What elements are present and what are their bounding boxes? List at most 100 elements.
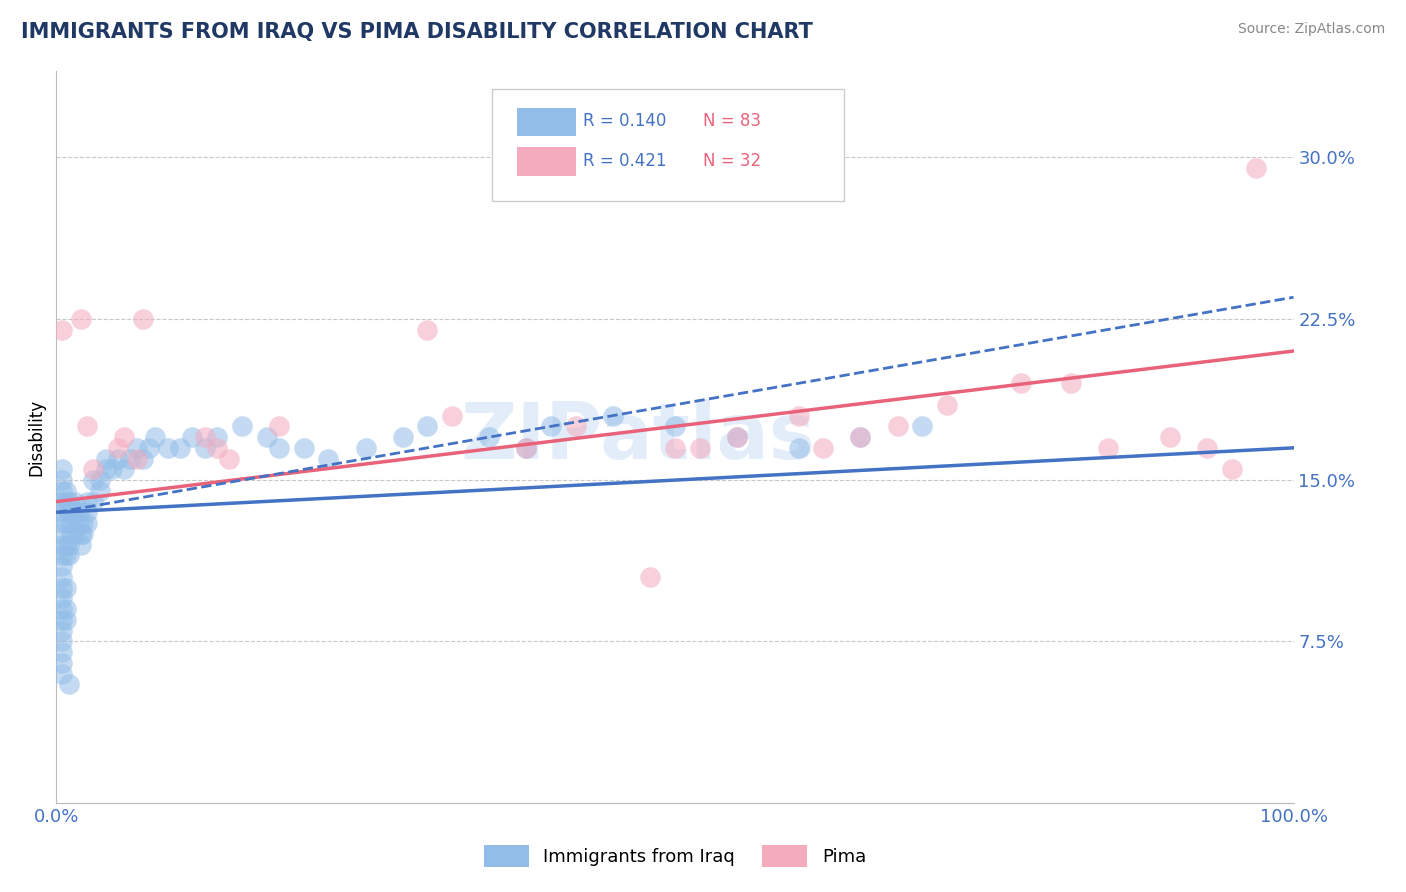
Point xyxy=(132,311,155,326)
Point xyxy=(51,549,73,563)
Point xyxy=(602,409,624,423)
Point xyxy=(1010,376,1032,391)
Point xyxy=(55,538,77,552)
Point xyxy=(112,430,135,444)
Point xyxy=(55,494,77,508)
Point xyxy=(76,516,98,530)
Point xyxy=(107,441,129,455)
Point xyxy=(60,516,83,530)
Text: IMMIGRANTS FROM IRAQ VS PIMA DISABILITY CORRELATION CHART: IMMIGRANTS FROM IRAQ VS PIMA DISABILITY … xyxy=(21,22,813,42)
Point xyxy=(51,613,73,627)
Point xyxy=(51,570,73,584)
Point xyxy=(143,430,166,444)
Point xyxy=(51,322,73,336)
Point xyxy=(416,419,439,434)
Point xyxy=(689,441,711,455)
Point xyxy=(1195,441,1218,455)
Text: N = 83: N = 83 xyxy=(703,112,761,130)
Point xyxy=(60,527,83,541)
Point xyxy=(1159,430,1181,444)
Point xyxy=(125,451,148,466)
Point xyxy=(51,591,73,606)
Point xyxy=(267,441,290,455)
Point xyxy=(156,441,179,455)
Point xyxy=(813,441,835,455)
Point xyxy=(936,398,959,412)
Point xyxy=(391,430,413,444)
Point xyxy=(51,462,73,476)
Point xyxy=(565,419,588,434)
Point xyxy=(82,494,104,508)
Point xyxy=(51,527,73,541)
Point xyxy=(94,462,117,476)
Point xyxy=(120,451,142,466)
Point xyxy=(51,516,73,530)
Point xyxy=(72,516,94,530)
Point xyxy=(256,430,278,444)
Point xyxy=(292,441,315,455)
Point xyxy=(58,549,80,563)
Point xyxy=(181,430,204,444)
Point xyxy=(70,527,93,541)
Point xyxy=(76,505,98,519)
Point xyxy=(82,462,104,476)
Point xyxy=(72,527,94,541)
Legend: Immigrants from Iraq, Pima: Immigrants from Iraq, Pima xyxy=(477,838,873,874)
Point xyxy=(354,441,377,455)
Point xyxy=(886,419,908,434)
Point xyxy=(725,430,748,444)
Point xyxy=(112,462,135,476)
Point xyxy=(51,602,73,616)
Point xyxy=(55,613,77,627)
Point xyxy=(55,581,77,595)
Point xyxy=(101,462,124,476)
Point xyxy=(51,473,73,487)
Point xyxy=(55,516,77,530)
Point xyxy=(125,441,148,455)
Point xyxy=(63,505,86,519)
Point xyxy=(51,666,73,681)
Point xyxy=(58,494,80,508)
Point xyxy=(318,451,340,466)
Point xyxy=(58,538,80,552)
Point xyxy=(515,441,537,455)
Point xyxy=(1220,462,1243,476)
Point xyxy=(70,538,93,552)
Point xyxy=(51,559,73,574)
Point xyxy=(638,570,661,584)
Point xyxy=(94,451,117,466)
Point xyxy=(205,441,228,455)
Point xyxy=(138,441,160,455)
Point xyxy=(478,430,501,444)
Point xyxy=(205,430,228,444)
Point xyxy=(787,409,810,423)
Point xyxy=(267,419,290,434)
Point xyxy=(55,549,77,563)
Point xyxy=(51,483,73,498)
Point xyxy=(63,494,86,508)
Point xyxy=(51,581,73,595)
Point xyxy=(55,483,77,498)
Point xyxy=(67,516,90,530)
Point xyxy=(67,505,90,519)
Point xyxy=(194,430,217,444)
Point xyxy=(540,419,562,434)
Point xyxy=(169,441,191,455)
Point xyxy=(51,494,73,508)
Text: ZIPatlas: ZIPatlas xyxy=(460,399,815,475)
Point xyxy=(107,451,129,466)
Point xyxy=(1060,376,1083,391)
Point xyxy=(787,441,810,455)
Point xyxy=(911,419,934,434)
Point xyxy=(132,451,155,466)
Point xyxy=(725,430,748,444)
Point xyxy=(194,441,217,455)
Point xyxy=(63,527,86,541)
Point xyxy=(849,430,872,444)
Point xyxy=(76,494,98,508)
Point xyxy=(218,451,240,466)
Y-axis label: Disability: Disability xyxy=(27,399,45,475)
Point xyxy=(51,656,73,670)
Point xyxy=(515,441,537,455)
Point xyxy=(664,419,686,434)
